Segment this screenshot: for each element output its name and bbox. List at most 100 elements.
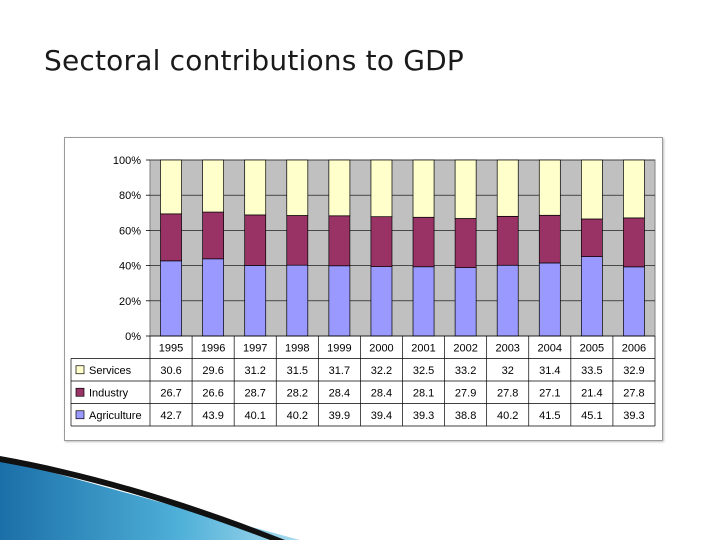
data-label: 39.3 (413, 410, 434, 422)
data-label: 32.9 (623, 365, 644, 377)
data-label: 39.9 (329, 410, 350, 422)
data-label: 39.4 (371, 410, 392, 422)
bar-agriculture-2002 (454, 267, 477, 337)
decoration-swoosh-black (0, 456, 285, 540)
data-label: 33.2 (455, 365, 476, 377)
data-label: 31.4 (539, 365, 560, 377)
legend-label-agriculture: Agriculture (89, 410, 142, 422)
bar-agriculture-1999 (328, 265, 351, 337)
data-label: 28.7 (244, 387, 265, 399)
data-label: 26.7 (160, 387, 181, 399)
bar-industry-1997 (244, 214, 267, 266)
bar-agriculture-2005 (581, 256, 603, 337)
y-tick-label: 0% (125, 331, 141, 343)
x-tick-label: 1995 (159, 342, 183, 354)
legend-key-industry (75, 387, 85, 397)
x-tick-label: 1998 (285, 342, 309, 354)
bar-agriculture-1996 (202, 258, 224, 337)
bar-agriculture-2004 (538, 262, 561, 337)
data-label: 40.1 (244, 410, 265, 422)
bar-industry-1998 (286, 215, 309, 266)
data-label: 30.6 (160, 365, 181, 377)
y-tick-label: 60% (119, 225, 141, 237)
bar-agriculture-1998 (286, 264, 309, 337)
legend-label-industry: Industry (89, 387, 129, 399)
data-label: 43.9 (202, 410, 223, 422)
stacked-bar-chart: 0% 20% 40% 60% 80% 100% 1995 1996 1997 1998 1999 20… (70, 155, 656, 427)
bar-industry-1999 (328, 215, 351, 267)
bar-industry-1996 (202, 211, 224, 260)
bar-services-2002 (454, 159, 477, 219)
data-label: 26.6 (202, 387, 223, 399)
y-tick-label: 40% (119, 261, 141, 273)
bar-industry-2004 (538, 214, 561, 264)
data-label: 27.1 (539, 387, 560, 399)
data-label: 40.2 (287, 410, 308, 422)
decoration-swoosh-blue (0, 458, 300, 540)
bar-industry-2006 (623, 217, 645, 268)
data-label: 27.8 (623, 387, 644, 399)
data-label: 38.8 (455, 410, 476, 422)
x-tick-label: 2004 (538, 342, 562, 354)
bar-agriculture-2000 (370, 266, 393, 337)
x-tick-label: 1996 (201, 342, 225, 354)
bar-services-1996 (202, 159, 224, 213)
bar-agriculture-1995 (160, 260, 182, 337)
data-label: 29.6 (202, 365, 223, 377)
bar-services-1997 (244, 159, 267, 216)
bar-services-1999 (328, 159, 351, 217)
data-label: 21.4 (581, 387, 602, 399)
bar-agriculture-2001 (412, 266, 435, 337)
data-label: 28.1 (413, 387, 434, 399)
chart-frame: 0% 20% 40% 60% 80% 100% 1995 1996 1997 1998 1999 20… (64, 137, 663, 441)
data-label: 40.2 (497, 410, 518, 422)
data-label: 39.3 (623, 410, 644, 422)
x-tick-label: 2002 (453, 342, 477, 354)
bar-services-2001 (412, 159, 435, 218)
data-label: 32.2 (371, 365, 392, 377)
legend-label-services: Services (89, 365, 132, 377)
x-tick-label: 2006 (622, 342, 646, 354)
bar-services-2004 (538, 159, 561, 216)
data-label: 31.7 (329, 365, 350, 377)
data-label: 45.1 (581, 410, 602, 422)
data-label: 33.5 (581, 365, 602, 377)
slide-title: Sectoral contributions to GDP (44, 44, 464, 77)
bar-industry-2000 (370, 216, 393, 268)
legend-key-agriculture (75, 410, 85, 420)
data-label: 28.2 (287, 387, 308, 399)
bar-services-1998 (286, 159, 309, 216)
data-label: 32 (502, 365, 514, 377)
data-label: 31.2 (244, 365, 265, 377)
bar-services-2003 (496, 159, 519, 217)
bar-industry-2003 (496, 215, 519, 266)
data-label: 31.5 (287, 365, 308, 377)
bar-industry-2005 (581, 218, 603, 257)
x-tick-label: 2003 (495, 342, 519, 354)
data-label: 28.4 (329, 387, 350, 399)
x-tick-label: 1997 (243, 342, 267, 354)
x-tick-label: 2000 (369, 342, 393, 354)
y-tick-label: 20% (119, 296, 141, 308)
bar-services-1995 (160, 159, 182, 215)
data-label: 41.5 (539, 410, 560, 422)
data-label: 42.7 (160, 410, 181, 422)
bar-industry-1995 (160, 213, 182, 262)
y-tick-label: 80% (119, 190, 141, 202)
bar-industry-2002 (454, 218, 477, 268)
bar-industry-2001 (412, 216, 435, 268)
data-label: 27.8 (497, 387, 518, 399)
y-tick-label: 100% (113, 155, 141, 167)
x-tick-label: 1999 (327, 342, 351, 354)
bar-agriculture-2006 (623, 266, 645, 337)
bar-services-2006 (623, 159, 645, 219)
x-tick-label: 2001 (411, 342, 435, 354)
bar-services-2005 (581, 159, 603, 220)
bar-agriculture-1997 (244, 265, 267, 337)
bar-services-2000 (370, 159, 393, 218)
x-tick-label: 2005 (580, 342, 604, 354)
bar-agriculture-2003 (496, 264, 519, 337)
slide-decoration (0, 456, 300, 540)
data-label: 28.4 (371, 387, 392, 399)
data-label: 32.5 (413, 365, 434, 377)
